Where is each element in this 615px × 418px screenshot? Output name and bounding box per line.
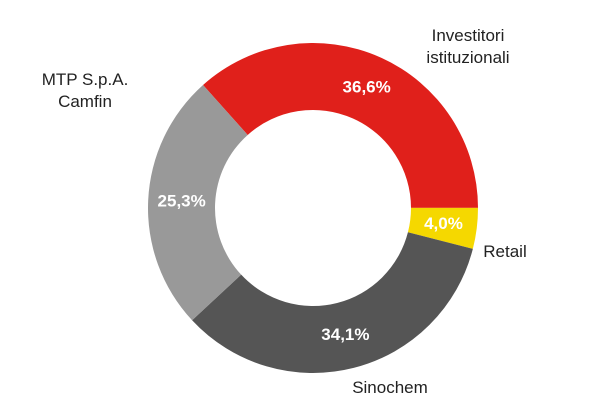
category-label: MTP S.p.A. Camfin (41, 70, 129, 111)
value-label: 25,3% (158, 191, 206, 210)
donut-slice (148, 84, 248, 321)
donut-slice (203, 43, 478, 208)
value-label: 34,1% (321, 325, 369, 344)
value-label: 4,0% (424, 214, 463, 233)
category-label: Sinochem (352, 378, 428, 397)
donut-slice (407, 207, 478, 249)
category-label: Retail (483, 242, 527, 261)
value-label: 36,6% (343, 77, 391, 96)
category-label: Investitori istituzionali (426, 26, 510, 67)
donut-slice (192, 232, 473, 373)
